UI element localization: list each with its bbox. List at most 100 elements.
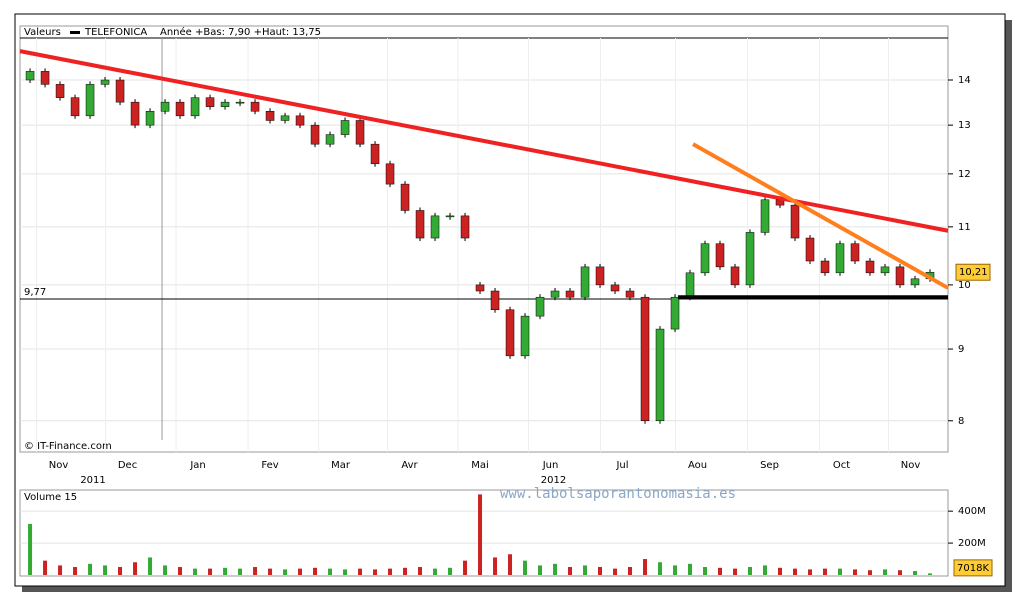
- volume-bar: [193, 568, 198, 575]
- volume-bar: [733, 568, 738, 575]
- candle: [685, 272, 695, 298]
- volume-bar: [613, 568, 618, 575]
- candle: [760, 199, 770, 233]
- volume-bar: [868, 570, 873, 575]
- volume-bar: [778, 567, 783, 575]
- candle: [400, 183, 410, 211]
- volume-bar: [838, 568, 843, 575]
- volume-bar: [133, 562, 138, 575]
- candle: [175, 101, 185, 117]
- volume-bar: [628, 567, 633, 575]
- volume-bar: [103, 565, 108, 575]
- candle: [385, 163, 395, 185]
- volume-bar: [673, 565, 678, 575]
- candle: [820, 260, 830, 274]
- volume-bar: [388, 568, 393, 575]
- candle: [850, 243, 860, 262]
- candle: [115, 79, 125, 103]
- volume-bar: [538, 565, 543, 575]
- volume-bar: [898, 570, 903, 575]
- volume-tick-label: 400M: [958, 506, 986, 517]
- candle: [415, 210, 425, 239]
- candle: [25, 71, 35, 81]
- candle: [895, 266, 905, 286]
- candle: [445, 215, 455, 218]
- volume-title: Volume 15: [24, 492, 77, 503]
- candle: [280, 115, 290, 121]
- x-tick-label: Mai: [471, 460, 489, 471]
- volume-bar: [148, 557, 153, 575]
- y-tick-label: 12: [958, 169, 971, 180]
- year-label: 2012: [541, 475, 566, 486]
- y-tick-label: 9: [958, 344, 964, 355]
- x-tick-label: Avr: [401, 460, 418, 471]
- x-tick-label: Jan: [189, 460, 205, 471]
- volume-bar: [553, 563, 558, 575]
- candle: [805, 237, 815, 262]
- volume-bar: [298, 568, 303, 575]
- candle: [625, 290, 635, 298]
- watermark: www.labolsaporantonomasia.es: [500, 486, 736, 502]
- candle: [505, 309, 515, 357]
- volume-bar: [373, 569, 378, 575]
- candle: [190, 97, 200, 117]
- volume-tick-label: 200M: [958, 538, 986, 549]
- candle: [790, 204, 800, 239]
- legend-swatch: [70, 31, 80, 34]
- volume-bar: [748, 567, 753, 575]
- candle: [550, 290, 560, 298]
- volume-bar: [853, 569, 858, 575]
- candle: [880, 266, 890, 274]
- volume-bar: [58, 565, 63, 575]
- volume-last-label: 7018K: [957, 563, 989, 574]
- subtitle: Année +Bas: 7,90 +Haut: 13,75: [160, 26, 321, 38]
- x-tick-label: Nov: [901, 460, 921, 471]
- volume-bar: [43, 560, 48, 575]
- volume-bar: [418, 567, 423, 575]
- y-tick-label: 8: [958, 416, 964, 427]
- x-tick-label: Jun: [542, 460, 559, 471]
- candle: [670, 296, 680, 330]
- price-panel: [19, 25, 949, 453]
- candle: [565, 290, 575, 298]
- candle: [655, 328, 665, 422]
- x-tick-label: Jul: [615, 460, 628, 471]
- candle: [295, 115, 305, 126]
- year-label: 2011: [80, 475, 105, 486]
- candle: [730, 266, 740, 286]
- candle: [40, 71, 50, 85]
- volume-bar: [313, 567, 318, 575]
- volume-bar: [28, 523, 33, 575]
- reference-label: 9,77: [24, 287, 46, 298]
- candle: [55, 84, 65, 98]
- candle: [355, 120, 365, 145]
- volume-bar: [463, 560, 468, 575]
- volume-bar: [823, 568, 828, 575]
- volume-bar: [928, 573, 933, 575]
- candle: [265, 110, 275, 121]
- candle: [715, 243, 725, 268]
- trend-line: [692, 142, 949, 290]
- candle: [700, 243, 710, 274]
- volume-bar: [178, 567, 183, 575]
- candle: [835, 243, 845, 274]
- y-tick-label: 10: [958, 280, 971, 291]
- candle: [145, 110, 155, 126]
- volume-bar: [703, 567, 708, 575]
- candle: [610, 284, 620, 292]
- candle: [910, 278, 920, 286]
- x-tick-label: Aou: [688, 460, 707, 471]
- source: © IT-Finance.com: [24, 441, 112, 452]
- volume-bar: [568, 567, 573, 575]
- volume-bar: [493, 557, 498, 575]
- volume-bar: [208, 568, 213, 575]
- volume-bar: [883, 569, 888, 575]
- x-tick-label: Oct: [833, 460, 850, 471]
- candle: [475, 284, 485, 292]
- candle: [595, 266, 605, 286]
- volume-bar: [223, 567, 228, 575]
- x-tick-label: Sep: [760, 460, 779, 471]
- volume-badge: [953, 559, 993, 577]
- volume-bar: [913, 571, 918, 575]
